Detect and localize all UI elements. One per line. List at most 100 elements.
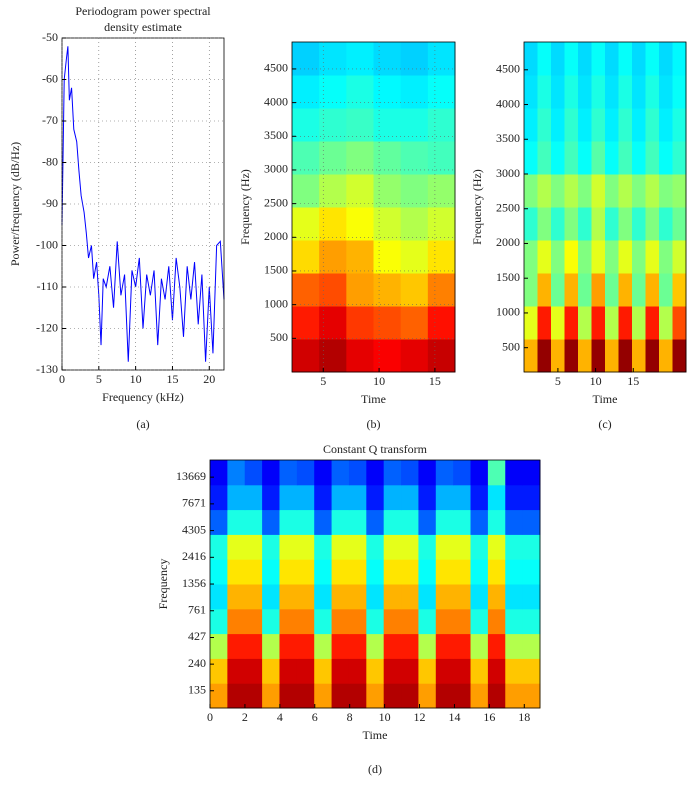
heat-cell xyxy=(227,484,246,511)
y-tick-label: 7671 xyxy=(182,496,206,510)
heat-cell xyxy=(373,174,402,208)
heat-cell xyxy=(605,141,619,175)
heat-cell xyxy=(401,534,419,560)
heat-cell xyxy=(522,559,541,585)
heat-cell xyxy=(522,584,541,610)
heat-cell xyxy=(591,207,606,241)
heat-cell xyxy=(551,75,565,109)
heat-cell xyxy=(227,633,246,659)
heat-cell xyxy=(331,658,350,684)
heat-cell xyxy=(401,683,419,709)
heat-cell xyxy=(262,608,280,635)
heat-cell xyxy=(227,658,246,684)
heat-cell xyxy=(672,240,687,274)
heat-cell xyxy=(605,207,619,241)
heat-cell xyxy=(522,608,541,635)
heat-cell xyxy=(262,559,280,585)
heat-cell xyxy=(366,559,385,585)
axes-frame xyxy=(291,41,456,373)
heat-cell xyxy=(366,509,385,535)
heat-cell xyxy=(348,584,367,610)
y-tick-label: 1000 xyxy=(496,305,520,319)
heat-cell xyxy=(296,509,315,535)
heat-cell xyxy=(524,42,538,76)
heat-cell xyxy=(400,273,429,307)
heat-cell xyxy=(470,509,489,535)
heat-cell xyxy=(524,75,538,109)
y-tick-label: 4000 xyxy=(264,94,288,108)
heat-cell xyxy=(524,108,538,142)
heat-cell xyxy=(319,108,347,142)
heat-cell xyxy=(373,108,402,142)
y-tick-label: 2000 xyxy=(496,235,520,249)
panel-caption: (b) xyxy=(367,417,381,431)
heat-cell xyxy=(400,42,429,76)
heat-cell xyxy=(366,633,385,659)
heat-cell xyxy=(373,141,402,175)
heat-cell xyxy=(292,75,320,109)
heat-cell xyxy=(551,240,565,274)
heat-cell xyxy=(524,273,538,307)
heat-cell xyxy=(244,584,263,610)
heat-cell xyxy=(279,509,298,535)
heat-cell xyxy=(210,658,228,684)
x-axis-label: Frequency (kHz) xyxy=(102,390,184,404)
heat-cell xyxy=(672,339,687,373)
heat-cell xyxy=(564,174,579,208)
heat-cell xyxy=(578,273,592,307)
heat-cell xyxy=(645,306,660,340)
y-tick-label: -80 xyxy=(42,154,58,168)
heat-cell xyxy=(296,534,315,560)
heat-cell xyxy=(524,207,538,241)
heat-cell xyxy=(383,460,402,486)
x-tick-label: 5 xyxy=(555,374,561,388)
heat-cell xyxy=(618,273,633,307)
x-tick-label: 15 xyxy=(166,372,178,386)
y-tick-label: -60 xyxy=(42,71,58,85)
heat-cell xyxy=(659,240,673,274)
heat-cell xyxy=(564,141,579,175)
heat-cell xyxy=(618,306,633,340)
heat-cell xyxy=(645,273,660,307)
heat-cell xyxy=(383,509,402,535)
heat-cell xyxy=(524,141,538,175)
x-tick-label: 10 xyxy=(373,374,385,388)
heat-cell xyxy=(470,534,489,560)
heat-cell xyxy=(505,559,524,585)
heat-cell xyxy=(227,559,246,585)
heat-cell xyxy=(564,339,579,373)
heat-cell xyxy=(505,534,524,560)
heat-cell xyxy=(400,306,429,340)
heat-cell xyxy=(279,534,298,560)
heat-cell xyxy=(435,484,454,511)
heat-cell xyxy=(591,273,606,307)
heat-cell xyxy=(314,584,333,610)
heat-cell xyxy=(618,141,633,175)
heat-cell xyxy=(292,141,320,175)
x-tick-label: 18 xyxy=(518,710,530,724)
heat-cell xyxy=(659,339,673,373)
heat-cell xyxy=(578,240,592,274)
heat-cell xyxy=(210,559,228,585)
heat-cell xyxy=(418,633,437,659)
heat-cell xyxy=(314,509,333,535)
heat-cell xyxy=(262,534,280,560)
x-tick-label: 15 xyxy=(627,374,639,388)
heat-cell xyxy=(537,273,552,307)
heat-cell xyxy=(453,534,472,560)
heat-cell xyxy=(401,509,419,535)
heat-cell xyxy=(244,608,263,635)
heat-cell xyxy=(346,273,374,307)
heat-cell xyxy=(522,658,541,684)
y-tick-label: 240 xyxy=(188,656,206,670)
y-tick-label: -120 xyxy=(36,320,58,334)
heat-cell xyxy=(262,584,280,610)
heat-cell xyxy=(383,559,402,585)
heat-cell xyxy=(373,75,402,109)
heat-cell xyxy=(578,339,592,373)
panel-caption: (a) xyxy=(136,417,149,431)
heat-cell xyxy=(537,75,552,109)
heat-cell xyxy=(645,339,660,373)
heat-cell xyxy=(366,683,385,709)
heat-cell xyxy=(418,608,437,635)
